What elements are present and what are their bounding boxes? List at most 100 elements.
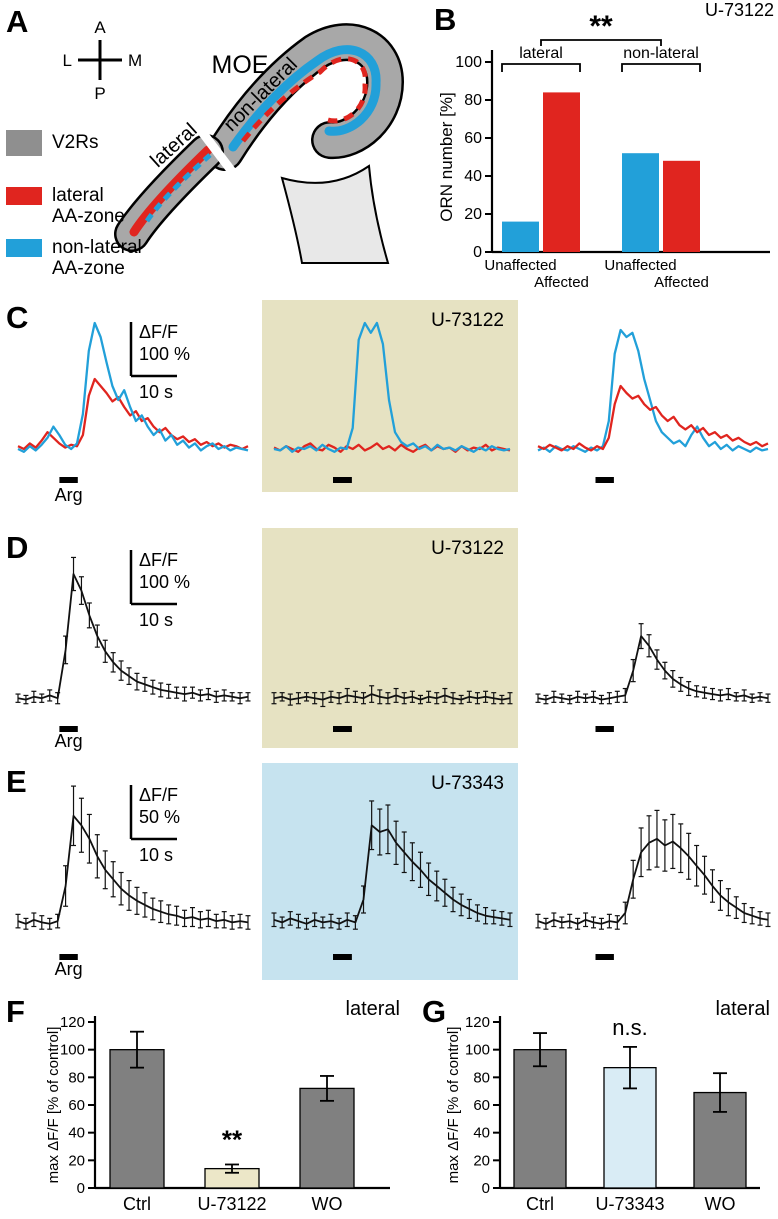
compass-label-lateral: L [63,51,72,70]
stimulus-bar [333,726,352,732]
scalebar-amplitude-label: 50 % [139,807,180,827]
subplot-title: U-73122 [431,538,504,559]
y-tick-label: 20 [464,206,482,223]
y-tick-label: 0 [473,244,482,261]
legend-item-v2rs: V2Rs [6,130,98,156]
compass-label-posterior: P [94,84,105,103]
category-label: U-73343 [595,1194,664,1214]
lateral-aa-zone-stripe [129,145,213,237]
y-tick-label: 20 [68,1152,85,1169]
bar-wo [299,1087,355,1189]
y-tick-label: 60 [68,1097,85,1114]
orn-number-bar-chart: 0 20 40 60 80 100 ORN number [%] U-73122 Unaffec… [437,0,774,291]
scalebar-time-label: 10 s [139,610,173,630]
legend-label: non-lateral [52,237,142,258]
category-label: Ctrl [526,1194,554,1214]
v2r-swatch [6,130,42,156]
error-bar [225,1163,239,1174]
error-bar [320,1075,334,1102]
compass-label-anterior: A [94,18,106,37]
black-trace [17,814,249,925]
blue-trace [17,321,249,453]
stimulus-bar [333,954,352,960]
blue-trace [273,321,511,453]
stimulus-bar [59,726,78,732]
black-trace [537,837,769,925]
trace-plot-e-right [535,809,771,960]
moe-stalk [280,164,390,264]
stimulus-label: Arg [55,485,83,505]
bar-affected [543,92,580,253]
subplot-title: U-73343 [431,773,504,794]
bar-ctrl [513,1049,567,1189]
group-bracket [621,63,701,72]
region-label: lateral [346,998,400,1020]
y-axis-label: max ΔF/F [% of control] [445,1027,462,1184]
stimulus-bar [59,477,78,483]
y-tick-label: 100 [60,1042,85,1059]
category-label: Ctrl [123,1194,151,1214]
lateral-band [114,134,224,252]
error-bars [15,785,251,930]
category-label: U-73122 [197,1194,266,1214]
stimulus-label: Arg [55,959,83,979]
stimulus-bar [595,726,614,732]
trace-plot-c-middle: U-73122 [262,300,518,492]
y-tick-label: 80 [68,1069,85,1086]
group-bracket [501,63,581,72]
chart-title: U-73122 [705,0,774,20]
scalebar-signal-label: ΔF/F [139,785,178,805]
stimulus-label: Arg [55,731,83,751]
category-label: WO [705,1194,736,1214]
category-label: Unaffected [484,257,556,274]
bar-unaffected [622,153,659,252]
trace-plot-d-right [535,623,771,732]
non-lateral-band [206,23,405,171]
black-trace [273,824,511,925]
black-trace [17,573,249,701]
non-lateral-band-fill [208,25,402,169]
panel-a-letter: A [6,4,29,39]
y-tick-label: 20 [473,1152,490,1169]
treatment-background [262,528,518,748]
y-axis-label: max ΔF/F [% of control] [45,1027,62,1184]
y-axis-label: ORN number [%] [437,92,456,221]
legend-label: V2Rs [52,132,99,153]
legend-item-lateral-aa: lateral AA-zone [6,185,125,227]
y-tick-label: 80 [473,1069,490,1086]
bar-affected [663,160,700,252]
category-label: Affected [534,274,589,291]
y-tick-label: 120 [465,1014,490,1031]
treatment-background [262,763,518,980]
dashed-blue-line [144,153,212,223]
compass-label-medial: M [128,51,142,70]
significance-line [540,39,662,46]
error-bar [623,1046,637,1090]
panel-d-letter: D [6,530,29,565]
scalebar-amplitude-label: 100 % [139,572,190,592]
category-label: WO [312,1194,343,1214]
trace-plot-d-middle: U-73122 [262,528,518,748]
black-trace [273,693,511,701]
y-tick-label: 40 [473,1125,490,1142]
y-tick-label: 0 [77,1180,85,1197]
error-bar [130,1030,144,1069]
panel-c-letter: C [6,300,29,335]
dashed-red-line [241,56,368,143]
legend-label: lateral [52,185,104,206]
red-trace [537,384,769,452]
blue-trace [537,328,769,453]
y-tick-label: 100 [465,1042,490,1059]
non-lateral-aa-swatch [6,239,42,257]
scalebar-signal-label: ΔF/F [139,550,178,570]
moe-schematic: A P L M MOE lateral non-lateral [63,18,405,264]
y-tick-label: 60 [464,130,482,147]
treatment-background [262,300,518,492]
subplot-title: U-73122 [431,310,504,331]
black-trace [537,635,769,701]
lateral-aa-swatch [6,187,42,205]
compass: A P L M [63,18,143,103]
